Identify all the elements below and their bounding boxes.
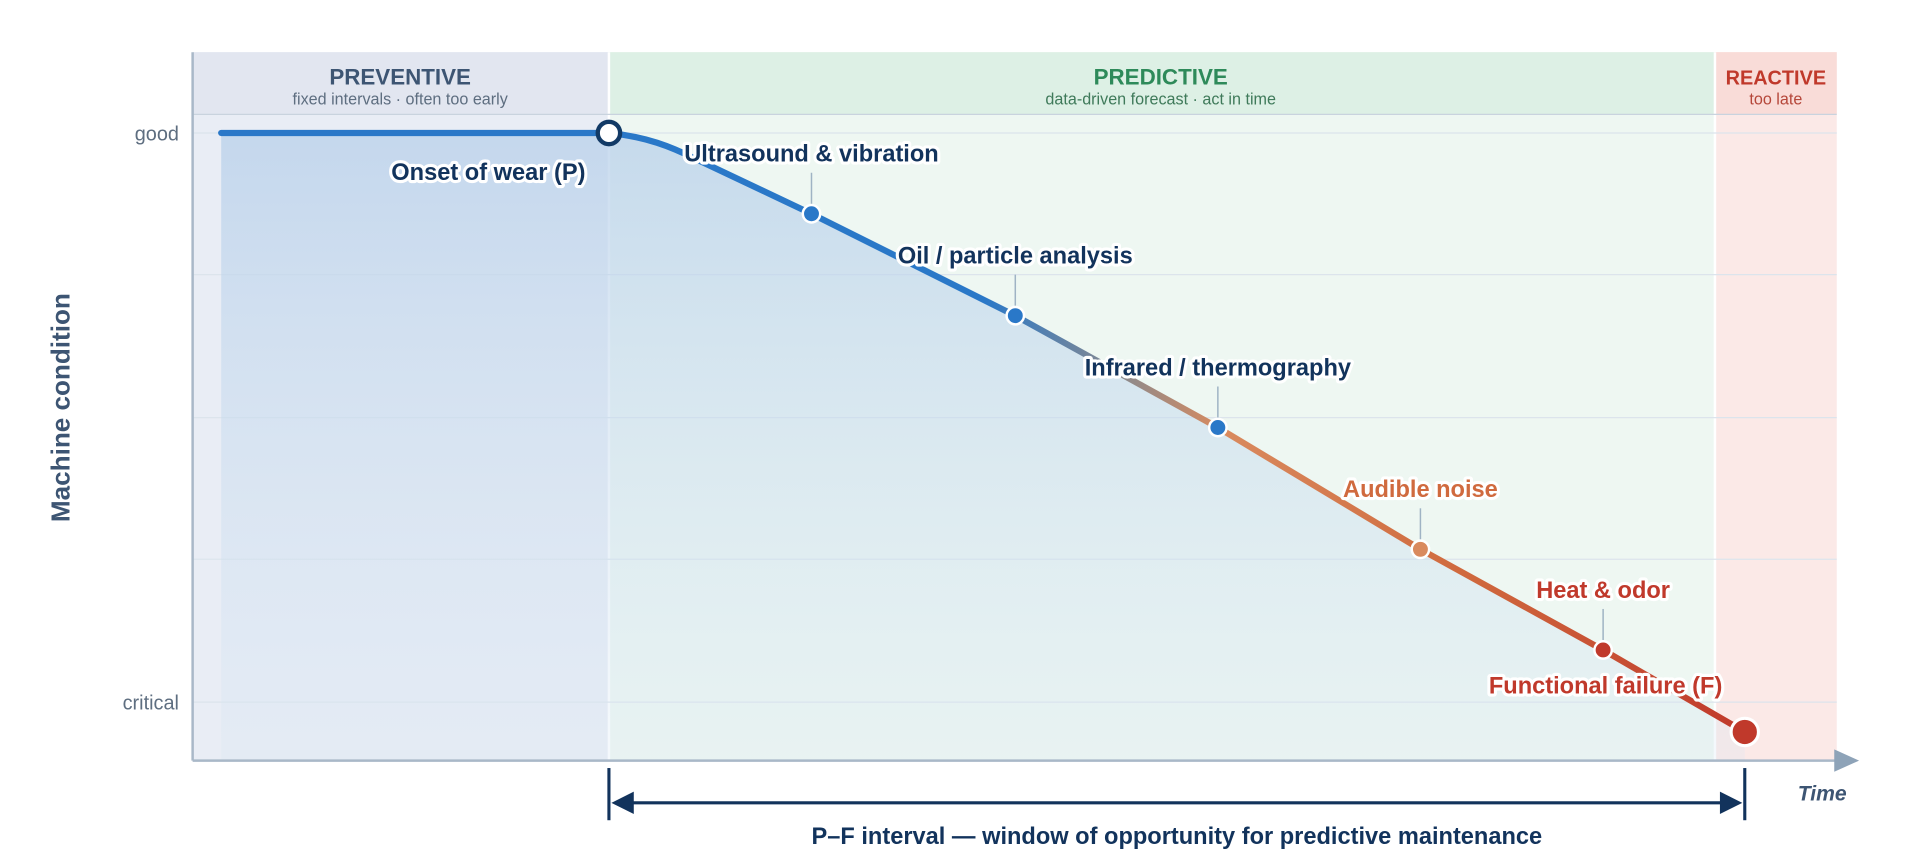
y-label-bottom: critical bbox=[123, 693, 179, 715]
zone-header bbox=[1714, 52, 1837, 115]
signal-label: Heat & odor bbox=[1536, 578, 1670, 604]
x-axis-arrow bbox=[1834, 749, 1860, 772]
signal-label: Ultrasound & vibration bbox=[684, 142, 938, 168]
y-axis-title: Machine condition bbox=[46, 293, 76, 522]
signal-point bbox=[1207, 417, 1228, 438]
signal-point bbox=[801, 203, 822, 224]
zone-reactive bbox=[1714, 52, 1837, 761]
signal-point bbox=[1005, 305, 1026, 326]
zone-title: PREVENTIVE bbox=[329, 65, 471, 90]
curve-area bbox=[221, 132, 1745, 761]
bracket-arrow bbox=[1719, 791, 1743, 815]
x-axis-title: Time bbox=[1798, 782, 1847, 805]
interval-bracket bbox=[607, 768, 1747, 821]
failure-label: Functional failure (F) bbox=[1489, 673, 1722, 699]
y-label-top: good bbox=[135, 123, 179, 145]
signal-label: Oil / particle analysis bbox=[898, 243, 1133, 269]
zone-title: PREDICTIVE bbox=[1094, 65, 1228, 90]
zone-header bbox=[608, 52, 1715, 115]
leaders bbox=[810, 172, 1604, 641]
onset-label: Onset of wear (P) bbox=[391, 160, 585, 186]
failure-point bbox=[1729, 716, 1760, 748]
signal-point bbox=[1410, 539, 1431, 560]
zone-subtitle: fixed intervals · often too early bbox=[292, 90, 508, 108]
zone-subtitle: data-driven forecast · act in time bbox=[1045, 90, 1276, 108]
zone-subtitle: too late bbox=[1749, 90, 1802, 108]
bracket-arrow bbox=[611, 791, 634, 815]
zone-title: REACTIVE bbox=[1726, 68, 1826, 90]
signal-point bbox=[1593, 640, 1614, 660]
zone-header bbox=[192, 52, 609, 115]
interval-label: P–F interval — window of opportunity for… bbox=[812, 824, 1543, 850]
onset-point bbox=[595, 119, 623, 147]
signal-label: Audible noise bbox=[1343, 477, 1498, 503]
signal-label: Infrared / thermography bbox=[1085, 355, 1351, 381]
